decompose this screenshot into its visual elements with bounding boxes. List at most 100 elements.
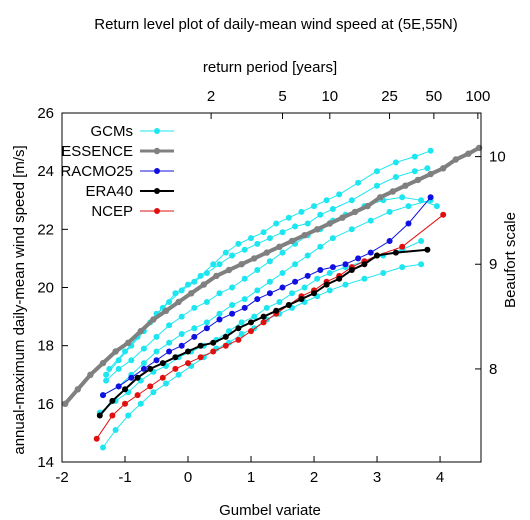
gcms-series-point — [254, 267, 261, 273]
ncep-series-point — [197, 354, 204, 361]
gcms-series-point — [273, 220, 280, 227]
gcms-series-point — [210, 261, 217, 268]
essence-series-point — [276, 243, 283, 250]
gcms-series-point — [140, 360, 147, 367]
gcms-series-point — [374, 168, 380, 175]
legend-marker — [154, 168, 160, 174]
gcms-series-point — [191, 325, 198, 332]
racmo25-series-point — [427, 194, 434, 201]
gcms-series-point — [115, 365, 122, 372]
gcms-series-point — [336, 191, 343, 198]
gcms-series-point — [172, 290, 179, 297]
gcms-series-point — [185, 281, 191, 288]
gcms-series-point — [348, 226, 355, 233]
gcms-series-point — [254, 240, 261, 247]
racmo25-series-line — [102, 196, 431, 396]
racmo25-series-point — [128, 374, 135, 381]
gcms-series-point — [304, 252, 311, 259]
gcms-series-point — [342, 281, 349, 288]
era40-series-point — [109, 397, 116, 404]
gcms-series-point — [424, 165, 431, 172]
ncep-series-point — [210, 348, 217, 355]
gcms-series-point — [191, 304, 198, 311]
gcms-series-point — [238, 319, 245, 326]
gcms-series-point — [241, 275, 248, 282]
gcms-series-point — [411, 168, 418, 175]
essence-series-point — [125, 339, 132, 346]
gcms-series-point — [323, 197, 330, 204]
x-tick-label: 1 — [247, 469, 255, 486]
essence-series-point — [314, 226, 321, 233]
era40-series-point — [311, 290, 317, 297]
gcms-series-point — [191, 278, 198, 285]
era40-series-point — [159, 360, 166, 367]
y-tick-label: 20 — [37, 280, 54, 297]
essence-series-point — [137, 327, 144, 335]
era40-series-point — [235, 325, 242, 332]
era40-series-point — [424, 246, 431, 253]
gcms-series-point — [254, 287, 261, 294]
gcms-series-point — [386, 208, 393, 215]
racmo25-series-point — [266, 290, 273, 297]
gcms-series-point — [285, 214, 292, 221]
gcms-series-point — [433, 203, 440, 210]
gcms-series-point — [311, 203, 317, 210]
era40-series-point — [210, 339, 217, 346]
gcms-series-point — [304, 220, 311, 227]
racmo25-series-point — [329, 264, 336, 271]
legend-marker — [153, 147, 161, 155]
ncep-series-line — [96, 214, 444, 439]
gcms-series-point — [292, 223, 299, 230]
era40-series-point — [392, 249, 399, 256]
essence-series-point — [87, 371, 94, 378]
gcms-series-point — [260, 229, 267, 236]
legend-marker — [154, 128, 160, 134]
gcms-series-point — [301, 284, 308, 291]
top-tick-label: 10 — [321, 88, 338, 105]
y-tick-label: 26 — [37, 105, 54, 122]
gcms-series-point — [203, 299, 210, 305]
era40-series-point — [260, 313, 267, 320]
gcms-series-point — [399, 264, 406, 271]
essence-series-point — [162, 307, 170, 314]
gcms-series-point — [216, 290, 223, 297]
gcms-series-point — [266, 258, 273, 265]
legend: GCMs ESSENCE RACMO25 ERA40 NCEP — [60, 123, 174, 220]
gcms-series-point — [380, 270, 387, 276]
gcms-series-point — [140, 345, 147, 352]
gcms-series-point — [361, 275, 368, 282]
ncep-series-point — [399, 243, 406, 250]
gcms-series-point — [317, 211, 324, 218]
y-tick-label: 16 — [37, 396, 54, 413]
gcms-series-point — [125, 412, 132, 419]
gcms-series-point — [263, 304, 270, 311]
essence-series-point — [465, 150, 472, 157]
racmo25-series-point — [153, 357, 160, 364]
racmo25-series-point — [342, 261, 349, 268]
essence-series-point — [377, 194, 384, 201]
essence-series-point — [326, 220, 333, 227]
ncep-series-point — [248, 328, 254, 335]
ncep-series-point — [159, 374, 166, 381]
ncep-series-point — [122, 400, 128, 407]
ncep-series-point — [109, 412, 116, 419]
gcms-series-point — [418, 261, 425, 268]
gcms-series-point — [326, 287, 333, 294]
essence-series-point — [263, 249, 270, 256]
racmo25-series-point — [292, 278, 299, 285]
gcms-series-point — [266, 235, 273, 242]
top-tick-label: 2 — [207, 88, 215, 105]
essence-series-point — [238, 261, 245, 268]
ncep-series-point — [440, 211, 447, 218]
y-tick-label: 24 — [37, 163, 54, 180]
plot-frame — [61, 112, 482, 463]
right-tick-label: 9 — [489, 256, 497, 273]
essence-series-point — [389, 188, 396, 195]
gcms-series-point — [314, 275, 321, 282]
x-tick-label: 3 — [373, 469, 381, 486]
essence-series-point — [351, 208, 359, 216]
era40-series-point — [298, 296, 305, 303]
gcms-series-point — [235, 240, 242, 247]
gcms-series-point — [115, 357, 122, 364]
